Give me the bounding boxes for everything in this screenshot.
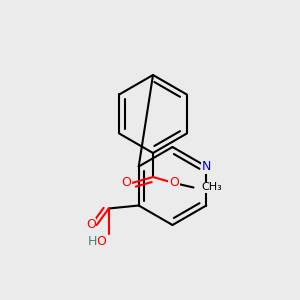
Text: H: H [88,235,97,248]
Text: N: N [202,160,211,173]
Text: O: O [169,176,179,190]
Text: O: O [121,176,131,190]
Text: CH₃: CH₃ [201,182,222,193]
Text: O: O [96,235,106,248]
Text: O: O [86,218,96,232]
